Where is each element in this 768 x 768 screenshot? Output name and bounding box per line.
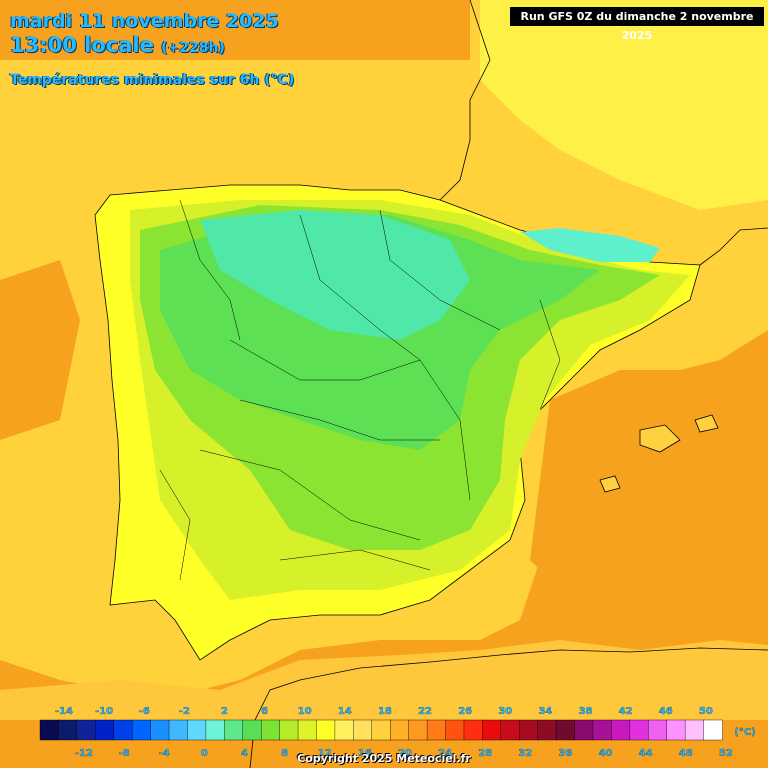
- legend-swatch: [592, 719, 613, 741]
- legend-swatch: [666, 719, 686, 741]
- legend-swatch: [703, 719, 723, 741]
- legend-swatch: [519, 719, 539, 741]
- north-africa-coast: [249, 647, 768, 768]
- legend-swatch: [445, 719, 465, 741]
- legend-top-label: 42: [619, 706, 633, 717]
- legend-top-label: 18: [378, 706, 392, 717]
- legend-swatch: [168, 719, 189, 741]
- legend-swatch: [224, 719, 244, 741]
- legend-bottom-label: 12: [318, 748, 332, 759]
- legend-swatch: [316, 719, 336, 741]
- legend-top-label: 14: [338, 706, 352, 717]
- legend-top-label: 46: [659, 706, 673, 717]
- north-africa-zone: [0, 640, 768, 720]
- sea-cool-zone: [480, 0, 768, 210]
- legend-swatch: [482, 719, 502, 741]
- legend-swatch: [334, 719, 355, 741]
- legend-swatch: [371, 719, 391, 741]
- legend-swatch: [39, 719, 60, 741]
- pyrenees-cyan: [520, 228, 660, 262]
- color-legend: -14 -10 -6 -2 2 6 10 14 18 22 26 30 34 38 42 46 50-12 -8-…: [39, 706, 756, 759]
- legend-swatch: [500, 719, 520, 741]
- legend-swatch: [463, 719, 484, 741]
- legend-bottom-label: -8: [119, 748, 130, 759]
- legend-swatch: [279, 719, 299, 741]
- legend-top-label: 34: [538, 706, 552, 717]
- legend-bottom-label: 24: [438, 748, 452, 759]
- legend-top-label: -10: [95, 706, 113, 717]
- legend-swatch: [408, 719, 428, 741]
- legend-bottom-label: 0: [201, 748, 208, 759]
- legend-swatch: [537, 719, 557, 741]
- legend-top-label: -14: [55, 706, 73, 717]
- legend-swatch: [297, 719, 318, 741]
- legend-swatch: [150, 719, 170, 741]
- parameter-title: Températures minimales sur 6h (°C): [10, 72, 295, 88]
- legend-swatch: [555, 719, 576, 741]
- legend-top-label: 10: [298, 706, 312, 717]
- forecast-time: 13:00 locale (+228h): [10, 33, 225, 57]
- forecast-time-label: 13:00 locale: [10, 33, 154, 57]
- legend-bottom-label: 28: [478, 748, 492, 759]
- legend-top-label: -2: [179, 706, 190, 717]
- run-label: Run GFS 0Z du dimanche 2 novembre 2025: [510, 7, 764, 42]
- legend-swatch: [260, 719, 281, 741]
- legend-top-label: 30: [498, 706, 512, 717]
- legend-unit: (°C): [734, 727, 755, 738]
- balearic-islands: [599, 414, 719, 493]
- legend-bottom-label: 8: [281, 748, 288, 759]
- legend-swatch: [574, 719, 594, 741]
- legend-swatch: [353, 719, 373, 741]
- sea-warm-zone-atlantic: [0, 260, 80, 440]
- legend-bottom-label: 20: [398, 748, 412, 759]
- legend-bottom-label: -4: [159, 748, 170, 759]
- legend-swatch: [76, 719, 96, 741]
- legend-top-label: 38: [579, 706, 593, 717]
- legend-bottom-label: 4: [241, 748, 248, 759]
- legend-top-label: 6: [261, 706, 268, 717]
- legend-swatch: [95, 719, 115, 741]
- legend-bottom-label: 48: [679, 748, 693, 759]
- legend-top-label: 26: [458, 706, 472, 717]
- forecast-offset: (+228h): [161, 40, 225, 56]
- legend-swatch: [629, 719, 649, 741]
- legend-swatch: [611, 719, 631, 741]
- legend-swatch: [426, 719, 447, 741]
- legend-bottom-label: 16: [358, 748, 372, 759]
- legend-swatch: [684, 719, 705, 741]
- legend-bottom-label: 52: [719, 748, 733, 759]
- legend-top-label: 2: [221, 706, 228, 717]
- legend-bottom-label: 32: [518, 748, 532, 759]
- legend-swatch: [648, 719, 668, 741]
- legend-top-label: -6: [139, 706, 150, 717]
- legend-bottom-label: 44: [639, 748, 653, 759]
- forecast-date: mardi 11 novembre 2025: [10, 10, 279, 32]
- legend-bottom-label: -12: [75, 748, 93, 759]
- legend-top-label: 22: [418, 706, 432, 717]
- copyright: Copyright 2025 Meteociel.fr: [297, 752, 471, 765]
- iberia-teal: [200, 210, 470, 340]
- legend-swatch: [205, 719, 226, 741]
- region-borders: [159, 199, 561, 581]
- legend-bottom-label: 40: [599, 748, 613, 759]
- legend-swatch: [58, 719, 78, 741]
- legend-bottom-label: 36: [558, 748, 572, 759]
- legend-top-label: 50: [699, 706, 713, 717]
- france-coast: [439, 0, 768, 266]
- legend-swatch: [113, 719, 133, 741]
- legend-swatch: [242, 719, 262, 741]
- legend-swatch: [187, 719, 207, 741]
- legend-swatch: [390, 719, 410, 741]
- sea-warm-zone-med: [530, 360, 768, 620]
- legend-swatch: [131, 719, 152, 741]
